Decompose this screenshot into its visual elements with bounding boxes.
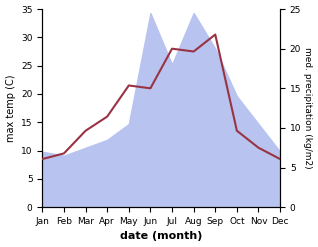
Y-axis label: max temp (C): max temp (C): [5, 74, 16, 142]
X-axis label: date (month): date (month): [120, 231, 203, 242]
Y-axis label: med. precipitation (kg/m2): med. precipitation (kg/m2): [303, 47, 313, 169]
